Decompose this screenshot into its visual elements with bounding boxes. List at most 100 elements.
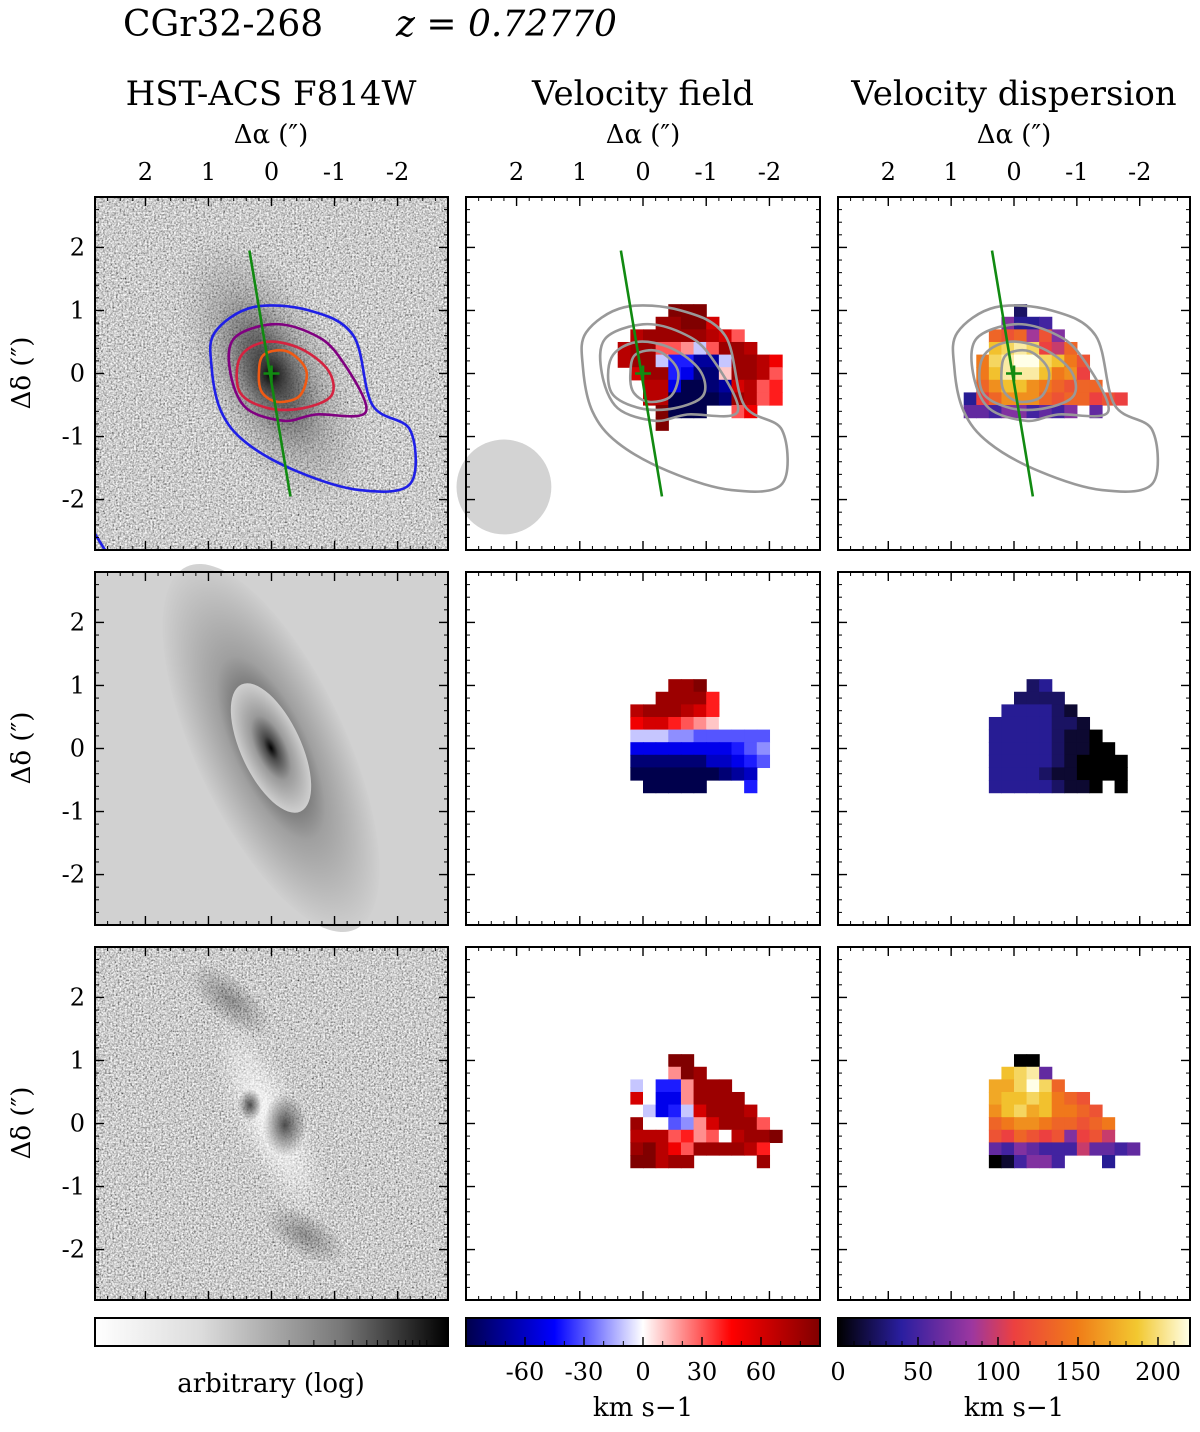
flux-contour <box>606 340 707 412</box>
pixel <box>630 716 644 731</box>
pixel <box>1114 392 1128 406</box>
pixel <box>1076 729 1091 743</box>
y-tick-label: -1 <box>62 423 85 451</box>
pixel <box>1026 679 1040 693</box>
pixel <box>756 729 771 743</box>
pixel <box>1039 1079 1053 1093</box>
pixel <box>706 729 720 743</box>
pixel <box>693 780 707 794</box>
pixel <box>1014 742 1028 756</box>
pixel <box>1014 716 1028 731</box>
y-tick-label: 0 <box>70 360 85 388</box>
overlay-group-0 <box>208 250 418 497</box>
pixel <box>680 679 695 693</box>
pixel <box>655 329 669 343</box>
y-tick-label: -1 <box>62 1173 85 1201</box>
pixel-maps <box>617 304 1141 1169</box>
flux-contour <box>580 304 789 493</box>
pixel <box>1039 1129 1053 1144</box>
pixel <box>680 716 695 731</box>
pixel <box>1039 1091 1053 1106</box>
pixel <box>1026 1129 1040 1144</box>
pixel <box>643 1066 657 1080</box>
pixel <box>1064 1091 1078 1106</box>
x-tick-label: 2 <box>881 158 896 186</box>
pixel <box>769 1129 783 1144</box>
pixel <box>655 1142 669 1156</box>
pixel <box>655 1104 669 1118</box>
pixel <box>668 691 682 705</box>
pixel <box>668 1054 682 1068</box>
pixel <box>1051 1155 1065 1169</box>
pixel <box>655 1091 669 1106</box>
pixel <box>1051 1129 1065 1144</box>
pixel <box>680 392 695 406</box>
pixel <box>1026 1091 1040 1106</box>
psf-disc <box>456 439 552 535</box>
pixel <box>988 354 1003 368</box>
pixel <box>1026 329 1040 343</box>
pixel <box>680 754 695 769</box>
pixel <box>643 1142 657 1156</box>
pixel <box>655 354 669 368</box>
flux-contour <box>235 340 335 412</box>
pixel <box>680 1117 695 1131</box>
pixel <box>680 729 695 743</box>
pixel <box>1001 704 1015 718</box>
pixel <box>1051 691 1065 705</box>
pixel <box>1014 767 1028 781</box>
pixel <box>655 1079 669 1093</box>
pixel <box>1064 1129 1078 1144</box>
pixel <box>731 341 745 356</box>
pixel <box>1051 742 1065 756</box>
pixel <box>693 716 707 731</box>
pixel <box>693 679 707 693</box>
pixel <box>1014 1104 1028 1118</box>
pixel <box>1051 780 1065 794</box>
pixel <box>706 367 720 381</box>
pixel <box>1102 1117 1116 1131</box>
pixel <box>1076 1091 1091 1106</box>
pixel <box>1114 780 1128 794</box>
pixel <box>1026 1079 1040 1093</box>
pixel <box>668 1129 682 1144</box>
pixel <box>1014 1066 1028 1080</box>
residual-image <box>95 947 448 1300</box>
pixel <box>731 1091 745 1106</box>
pixel <box>731 1129 745 1144</box>
pixel <box>706 1117 720 1131</box>
pixel <box>1089 1104 1103 1118</box>
pixel <box>706 767 720 781</box>
pixel <box>1039 729 1053 743</box>
pixel <box>1001 716 1015 731</box>
colorbar-label-dispersion: km s−1 <box>964 1393 1064 1423</box>
pixel <box>756 379 771 394</box>
pixel <box>718 742 733 756</box>
pixel <box>1102 754 1116 769</box>
pixel <box>655 1066 669 1080</box>
pixel <box>731 367 745 381</box>
pixel <box>1114 1142 1128 1156</box>
pixel <box>643 1079 657 1093</box>
pixel <box>668 1079 682 1093</box>
pixel <box>680 1104 695 1118</box>
pixel <box>1039 754 1053 769</box>
pixel <box>1039 1155 1053 1169</box>
pixel <box>693 1066 707 1080</box>
pixel <box>706 754 720 769</box>
pixel <box>668 716 682 731</box>
x-axis-label-1: Δα (″) <box>234 120 309 150</box>
redshift-label: z = 0.72770 <box>395 4 617 45</box>
pixel <box>1089 754 1103 769</box>
pixel <box>1014 754 1028 769</box>
pixel <box>693 1104 707 1118</box>
x-tick-label: -2 <box>386 158 409 186</box>
pixel <box>655 729 669 743</box>
pixel <box>706 1129 720 1144</box>
pixel <box>693 1129 707 1144</box>
pixel <box>655 754 669 769</box>
flux-contour <box>227 322 368 423</box>
pixel <box>1039 316 1053 330</box>
pixel <box>1014 729 1028 743</box>
y-tick-label: 2 <box>70 608 85 636</box>
